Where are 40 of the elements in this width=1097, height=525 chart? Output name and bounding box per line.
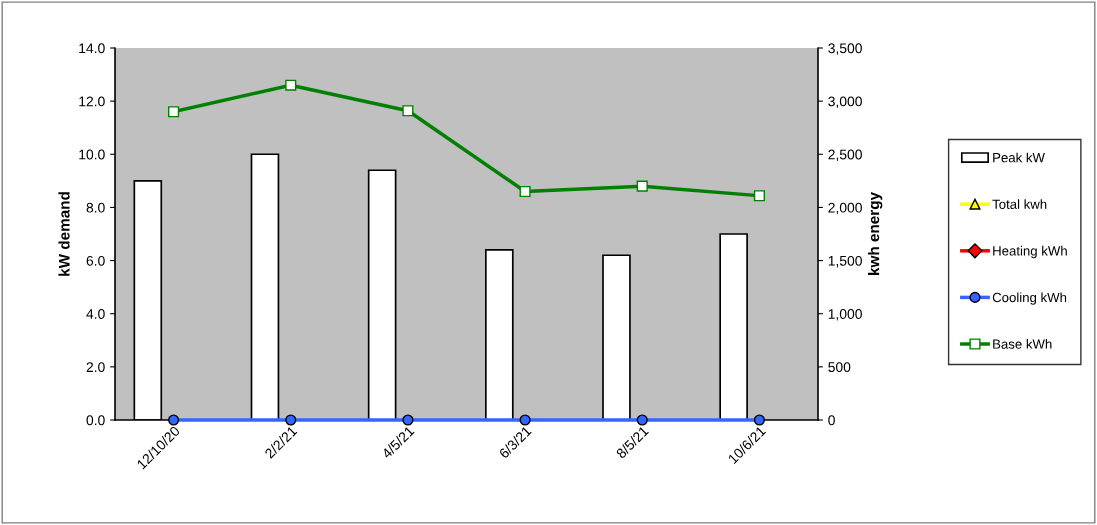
y2-tick-label: 1,500 <box>828 255 862 268</box>
y-tick-label: 14.0 <box>79 43 105 54</box>
legend-label: Base kWh <box>993 339 1052 349</box>
bar <box>484 249 514 420</box>
point <box>636 180 648 192</box>
y-tick-label: 10.0 <box>79 149 105 160</box>
y-tick-label: 0.0 <box>86 415 105 426</box>
y2-tick-label: 500 <box>828 362 851 373</box>
y2-tick-label: 3,500 <box>828 43 862 55</box>
y2-axis-title: kwh energy <box>868 192 883 275</box>
legend-label: Heating kWh <box>993 245 1067 259</box>
bar <box>602 254 631 420</box>
point <box>519 185 531 198</box>
point <box>753 190 765 202</box>
y-tick-label: 12.0 <box>79 96 105 107</box>
y-tick-label: 6.0 <box>86 255 105 266</box>
bar <box>719 233 748 420</box>
point <box>402 105 414 117</box>
y2-tick-label: 3,000 <box>828 96 862 108</box>
legend-label: Cooling kWh <box>992 292 1067 305</box>
y-axis-title: kW demand <box>58 192 70 276</box>
point <box>285 79 297 91</box>
point <box>636 414 648 426</box>
point <box>753 414 765 426</box>
y2-tick-label: 1,000 <box>828 309 862 321</box>
point <box>168 414 180 426</box>
bar <box>250 153 280 420</box>
y-tick-label: 2.0 <box>86 362 105 373</box>
y-tick-label: 8.0 <box>86 202 105 213</box>
point <box>168 106 180 118</box>
legend-label: Peak kW <box>993 152 1045 163</box>
point <box>519 414 531 426</box>
legend-label: Total kwh <box>992 199 1047 209</box>
y2-tick-label: 2,500 <box>828 149 862 162</box>
point <box>285 414 297 426</box>
y2-tick-label: 0 <box>828 415 835 426</box>
bar <box>367 169 397 420</box>
y2-tick-label: 2,000 <box>828 202 862 215</box>
point <box>402 414 414 426</box>
y-tick-label: 4.0 <box>86 309 105 319</box>
